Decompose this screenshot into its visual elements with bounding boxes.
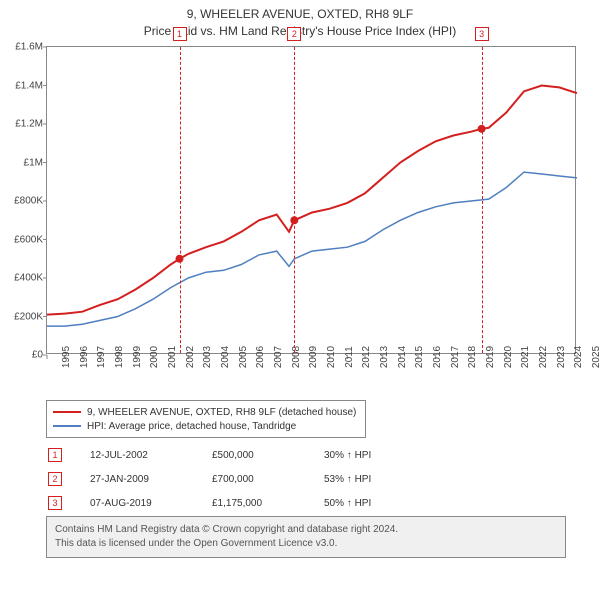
event-marker-box: 3 (475, 27, 489, 41)
series-hpi (47, 172, 577, 326)
y-axis-label: £200K (14, 311, 43, 322)
legend: 9, WHEELER AVENUE, OXTED, RH8 9LF (detac… (46, 400, 366, 438)
series-price_paid (47, 86, 577, 315)
legend-swatch (53, 411, 81, 413)
table-row: 1 12-JUL-2002£500,00030% ↑ HPI (48, 444, 564, 466)
y-axis-label: £0 (32, 350, 43, 361)
event-date: 27-JAN-2009 (90, 468, 210, 490)
title-line-1: 9, WHEELER AVENUE, OXTED, RH8 9LF (0, 6, 600, 23)
table-row: 2 27-JAN-2009£700,00053% ↑ HPI (48, 468, 564, 490)
line-chart: £0£200K£400K£600K£800K£1M£1.2M£1.4M£1.6M… (46, 46, 576, 354)
event-price: £1,175,000 (212, 492, 322, 514)
root: 9, WHEELER AVENUE, OXTED, RH8 9LF Price … (0, 0, 600, 590)
y-axis-label: £1.4M (15, 80, 43, 91)
event-marker-box: 2 (48, 472, 62, 486)
footer-line-2: This data is licensed under the Open Gov… (55, 537, 557, 551)
event-reference-line (180, 47, 181, 353)
footer-line-1: Contains HM Land Registry data © Crown c… (55, 523, 557, 537)
y-axis-label: £1M (24, 157, 43, 168)
event-reference-line (482, 47, 483, 353)
legend-item: 9, WHEELER AVENUE, OXTED, RH8 9LF (detac… (53, 405, 359, 419)
event-marker-box: 2 (287, 27, 301, 41)
events-table: 1 12-JUL-2002£500,00030% ↑ HPI 2 27-JAN-200… (46, 442, 566, 516)
event-price: £500,000 (212, 444, 322, 466)
legend-swatch (53, 425, 81, 427)
event-reference-line (294, 47, 295, 353)
event-date: 07-AUG-2019 (90, 492, 210, 514)
event-price: £700,000 (212, 468, 322, 490)
event-delta: 30% ↑ HPI (324, 444, 564, 466)
y-axis-label: £400K (14, 273, 43, 284)
event-date: 12-JUL-2002 (90, 444, 210, 466)
y-axis-label: £1.2M (15, 119, 43, 130)
chart-svg (47, 47, 577, 355)
event-delta: 50% ↑ HPI (324, 492, 564, 514)
x-axis-label: 2025 (577, 346, 600, 368)
legend-item: HPI: Average price, detached house, Tand… (53, 419, 359, 433)
event-marker-box: 3 (48, 496, 62, 510)
y-axis-label: £1.6M (15, 42, 43, 53)
legend-label: HPI: Average price, detached house, Tand… (87, 421, 296, 432)
legend-label: 9, WHEELER AVENUE, OXTED, RH8 9LF (detac… (87, 407, 356, 418)
attribution-footer: Contains HM Land Registry data © Crown c… (46, 516, 566, 558)
y-axis-label: £600K (14, 234, 43, 245)
event-marker-box: 1 (48, 448, 62, 462)
event-delta: 53% ↑ HPI (324, 468, 564, 490)
y-axis-label: £800K (14, 196, 43, 207)
event-marker-box: 1 (173, 27, 187, 41)
table-row: 3 07-AUG-2019£1,175,00050% ↑ HPI (48, 492, 564, 514)
